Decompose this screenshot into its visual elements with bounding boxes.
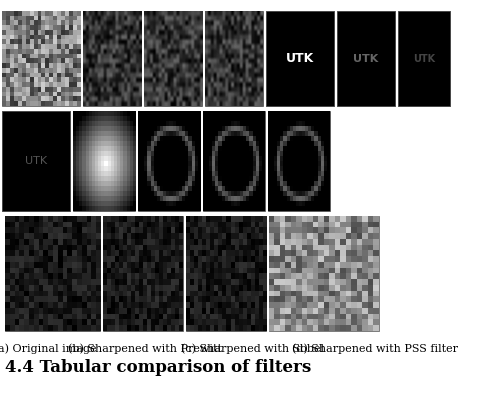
- Text: UTK: UTK: [413, 53, 435, 63]
- Bar: [398, 11, 450, 106]
- Text: UTK: UTK: [353, 53, 379, 63]
- Bar: [398, 11, 450, 106]
- Bar: [138, 111, 200, 211]
- Bar: [144, 11, 202, 106]
- Bar: [2, 111, 70, 211]
- Bar: [266, 11, 334, 106]
- Text: UTK: UTK: [25, 156, 47, 166]
- Text: a) Original image: a) Original image: [0, 343, 96, 354]
- Bar: [269, 216, 379, 331]
- Text: (c) Sharpened with Sobel: (c) Sharpened with Sobel: [180, 343, 323, 354]
- Bar: [83, 11, 141, 106]
- Bar: [337, 11, 395, 106]
- Text: (d) Sharpened with PSS filter: (d) Sharpened with PSS filter: [292, 343, 458, 354]
- Bar: [103, 216, 183, 331]
- Bar: [5, 216, 100, 331]
- Bar: [186, 216, 266, 331]
- Bar: [2, 11, 80, 106]
- Text: UTK: UTK: [286, 52, 314, 65]
- Text: (b) Sharpened with Prewitt: (b) Sharpened with Prewitt: [68, 343, 222, 354]
- Bar: [266, 11, 334, 106]
- Bar: [2, 111, 70, 211]
- Bar: [337, 11, 395, 106]
- Bar: [205, 11, 263, 106]
- Bar: [73, 111, 135, 211]
- Bar: [268, 111, 330, 211]
- Text: 4.4 Tabular comparison of filters: 4.4 Tabular comparison of filters: [5, 359, 311, 376]
- Bar: [203, 111, 265, 211]
